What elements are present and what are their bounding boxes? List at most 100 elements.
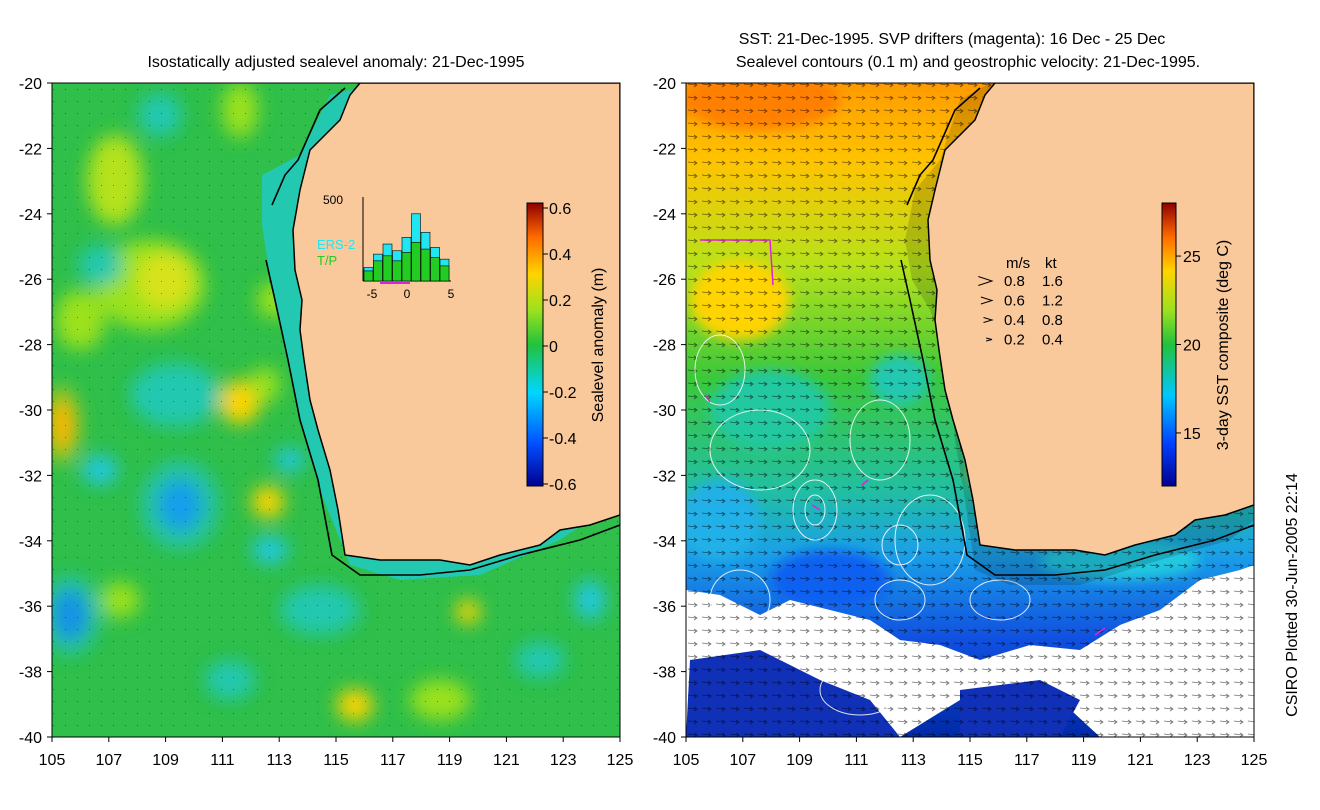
left-lon-tick-label: 113 [266, 752, 292, 769]
velocity-legend-arrow [983, 317, 994, 323]
left-lat-tick-label: -40 [19, 730, 42, 747]
sst-colorbar: 25 20 15 3-day SST composite (deg C) [1161, 202, 1232, 487]
velocity-legend-kt: 0.4 [1042, 332, 1063, 349]
right-lon-tick-label: 109 [786, 752, 813, 769]
right-lat-tick-label: -20 [653, 76, 676, 93]
right-lon-tick-label: 111 [844, 752, 868, 769]
histogram-bar-tp [392, 260, 402, 282]
velocity-legend-arrow [980, 296, 994, 305]
left-lon-tick-label: 121 [493, 752, 520, 769]
right-lat-tick-label: -24 [653, 207, 676, 224]
right-lat-tick-label: -32 [653, 468, 676, 485]
sealevel-colorbar-tick: -0.2 [549, 385, 577, 402]
left-lon-tick-label: 105 [39, 752, 66, 769]
inset-histogram: 500 -5 0 5 ERS-2 T/P [317, 193, 455, 301]
velocity-legend-header-kt: kt [1045, 255, 1058, 272]
left-lon-tick-label: 117 [380, 752, 406, 769]
right-lon-tick-label: 121 [1127, 752, 1154, 769]
sealevel-colorbar-tick: 0 [549, 339, 558, 356]
left-lat-tick-label: -34 [19, 534, 42, 551]
left-lon-tick-label: 111 [210, 752, 234, 769]
velocity-legend-arrow [985, 337, 993, 342]
australia-land-sst [927, 83, 1254, 556]
left-lat-tick-label: -28 [19, 338, 42, 355]
right-lat-tick-label: -36 [653, 599, 676, 616]
velocity-legend: m/s kt 0.8 1.6 0.6 1.2 0.4 0.8 0.2 0.4 [978, 255, 1063, 349]
sealevel-colorbar-label: Sealevel anomaly (m) [590, 268, 607, 423]
histogram-xtick-label: 0 [404, 287, 411, 301]
sealevel-colorbar: 0.6 0.4 0.2 0 -0.2 -0.4 -0.6 Sealevel anomaly … [526, 201, 607, 494]
velocity-legend-kt: 1.2 [1042, 293, 1063, 310]
right-lat-tick-label: -40 [653, 730, 676, 747]
velocity-legend-kt: 0.8 [1042, 312, 1063, 329]
sst-colorbar-tick: 25 [1183, 249, 1201, 266]
histogram-bar-tp [401, 252, 412, 282]
right-lat-tick-label: -30 [653, 403, 676, 420]
right-lon-ticks: 105 107 109 111 113 115 117 119 121 123 125 [673, 737, 1268, 769]
sealevel-colorbar-tick: 0.4 [549, 247, 571, 264]
right-lon-tick-label: 125 [1241, 752, 1268, 769]
histogram-bar-tp [363, 270, 374, 282]
left-lon-tick-label: 109 [152, 752, 179, 769]
right-map: SST: 21-Dec-1995. SVP drifters (magenta)… [653, 31, 1268, 769]
sealevel-colorbar-tick: 0.2 [549, 293, 571, 310]
velocity-legend-ms: 0.6 [1004, 293, 1025, 310]
histogram-bar-tp [420, 248, 431, 282]
histogram-xtick-label: -5 [367, 287, 378, 301]
left-lat-tick-label: -24 [19, 207, 42, 224]
histogram-xtick-label: 5 [448, 287, 455, 301]
left-lon-tick-label: 125 [607, 752, 634, 769]
right-lon-tick-label: 115 [957, 752, 983, 769]
left-lat-tick-label: -20 [19, 76, 42, 93]
histogram-bar-tp [373, 260, 383, 282]
right-lon-tick-label: 123 [1184, 752, 1211, 769]
left-lat-tick-label: -26 [19, 272, 42, 289]
right-lon-tick-label: 107 [729, 752, 756, 769]
histogram-bar-tp [439, 265, 450, 282]
left-lat-tick-label: -38 [19, 665, 42, 682]
velocity-legend-ms: 0.4 [1004, 312, 1025, 329]
left-lat-tick-label: -36 [19, 599, 42, 616]
histogram-legend-tp: T/P [317, 253, 337, 268]
right-lon-tick-label: 105 [673, 752, 700, 769]
sealevel-colorbar-tick: -0.4 [549, 431, 577, 448]
histogram-bars [363, 213, 450, 282]
sst-colorbar-tick: 20 [1183, 338, 1201, 355]
right-lat-tick-label: -26 [653, 272, 676, 289]
right-map-title-line1: SST: 21-Dec-1995. SVP drifters (magenta)… [739, 31, 1166, 48]
left-lat-tick-label: -22 [19, 141, 42, 158]
left-lat-ticks: -20 -22 -24 -26 -28 -30 -32 -34 -36 -38 -40 [19, 76, 52, 747]
right-lat-ticks: -20 -22 -24 -26 -28 -30 -32 -34 -36 -38 -40 [653, 76, 686, 747]
histogram-bar-tp [411, 242, 421, 282]
side-credit: CSIRO Plotted 30-Jun-2005 22:14 [1284, 473, 1301, 717]
left-lon-tick-label: 123 [550, 752, 577, 769]
velocity-legend-arrow [978, 276, 994, 286]
left-lat-tick-label: -30 [19, 403, 42, 420]
right-map-title-line2: Sealevel contours (0.1 m) and geostrophi… [736, 54, 1200, 71]
right-lat-tick-label: -38 [653, 665, 676, 682]
sealevel-contours [694, 334, 1031, 716]
velocity-legend-ms: 0.8 [1004, 273, 1025, 290]
left-map: Isostatically adjusted sealevel anomaly:… [19, 54, 634, 769]
histogram-legend-ers2: ERS-2 [317, 237, 355, 252]
histogram-ymax-label: 500 [323, 193, 343, 207]
velocity-legend-kt: 1.6 [1042, 273, 1063, 290]
right-lon-tick-label: 113 [900, 752, 926, 769]
right-lat-tick-label: -34 [653, 534, 676, 551]
right-lat-tick-label: -28 [653, 338, 676, 355]
left-lat-tick-label: -32 [19, 468, 42, 485]
right-lon-tick-label: 119 [1071, 752, 1097, 769]
svp-drifter-tracks [700, 239, 1106, 636]
sst-colorbar-tick: 15 [1183, 426, 1201, 443]
velocity-legend-header-ms: m/s [1006, 255, 1030, 272]
left-map-title: Isostatically adjusted sealevel anomaly:… [147, 54, 524, 71]
left-lon-ticks: 105 107 109 111 113 115 117 119 121 123 125 [39, 737, 634, 769]
left-lon-tick-label: 115 [323, 752, 349, 769]
histogram-bar-tp [382, 255, 393, 282]
sealevel-colorbar-tick: -0.6 [549, 477, 577, 494]
sst-colorbar-label: 3-day SST composite (deg C) [1215, 240, 1232, 450]
histogram-bar-tp [430, 257, 440, 282]
sealevel-colorbar-tick: 0.6 [549, 201, 571, 218]
left-lon-tick-label: 107 [95, 752, 122, 769]
